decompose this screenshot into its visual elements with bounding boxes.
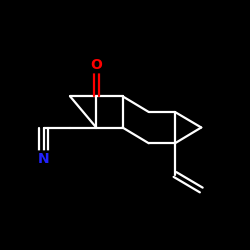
Text: O: O xyxy=(90,58,102,72)
Text: N: N xyxy=(38,152,50,166)
